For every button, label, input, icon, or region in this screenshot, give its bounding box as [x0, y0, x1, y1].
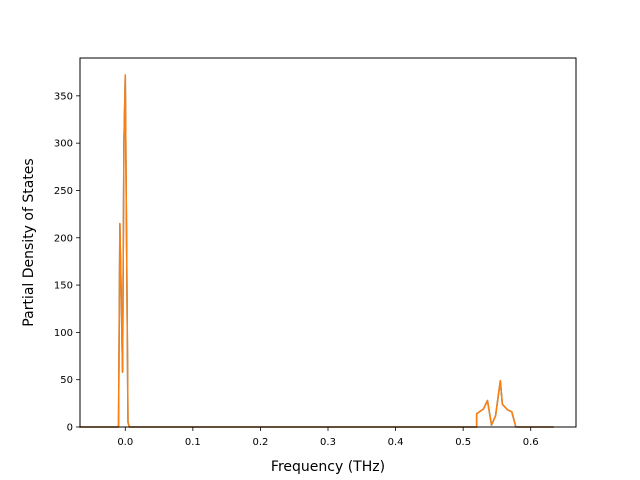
- y-tick-label: 100: [54, 328, 73, 339]
- x-tick-label: 0.1: [185, 437, 201, 448]
- x-tick-label: 0.3: [320, 437, 336, 448]
- series-line-1: [79, 74, 554, 428]
- y-tick-label: 350: [54, 91, 73, 102]
- y-tick-label: 50: [60, 375, 73, 386]
- series-layer: [79, 74, 554, 428]
- x-tick-label: 0.4: [388, 437, 404, 448]
- x-tick-label: 0.0: [117, 437, 133, 448]
- y-axis: 0 50 100 150 200 250 300 350: [54, 91, 80, 434]
- x-axis-label: Frequency (THz): [271, 459, 385, 475]
- x-tick-label: 0.5: [455, 437, 471, 448]
- x-axis: 0.0 0.1 0.2 0.3 0.4 0.5 0.6: [117, 427, 539, 448]
- plot-frame: [79, 57, 577, 428]
- y-tick-label: 250: [54, 186, 73, 197]
- series-line-2: [79, 74, 554, 428]
- y-tick-label: 150: [54, 281, 73, 292]
- y-axis-label: Partial Density of States: [21, 158, 37, 326]
- y-tick-label: 300: [54, 139, 73, 150]
- x-tick-label: 0.2: [252, 437, 268, 448]
- x-tick-label: 0.6: [523, 437, 539, 448]
- y-tick-label: 0: [67, 423, 73, 434]
- y-tick-label: 200: [54, 233, 73, 244]
